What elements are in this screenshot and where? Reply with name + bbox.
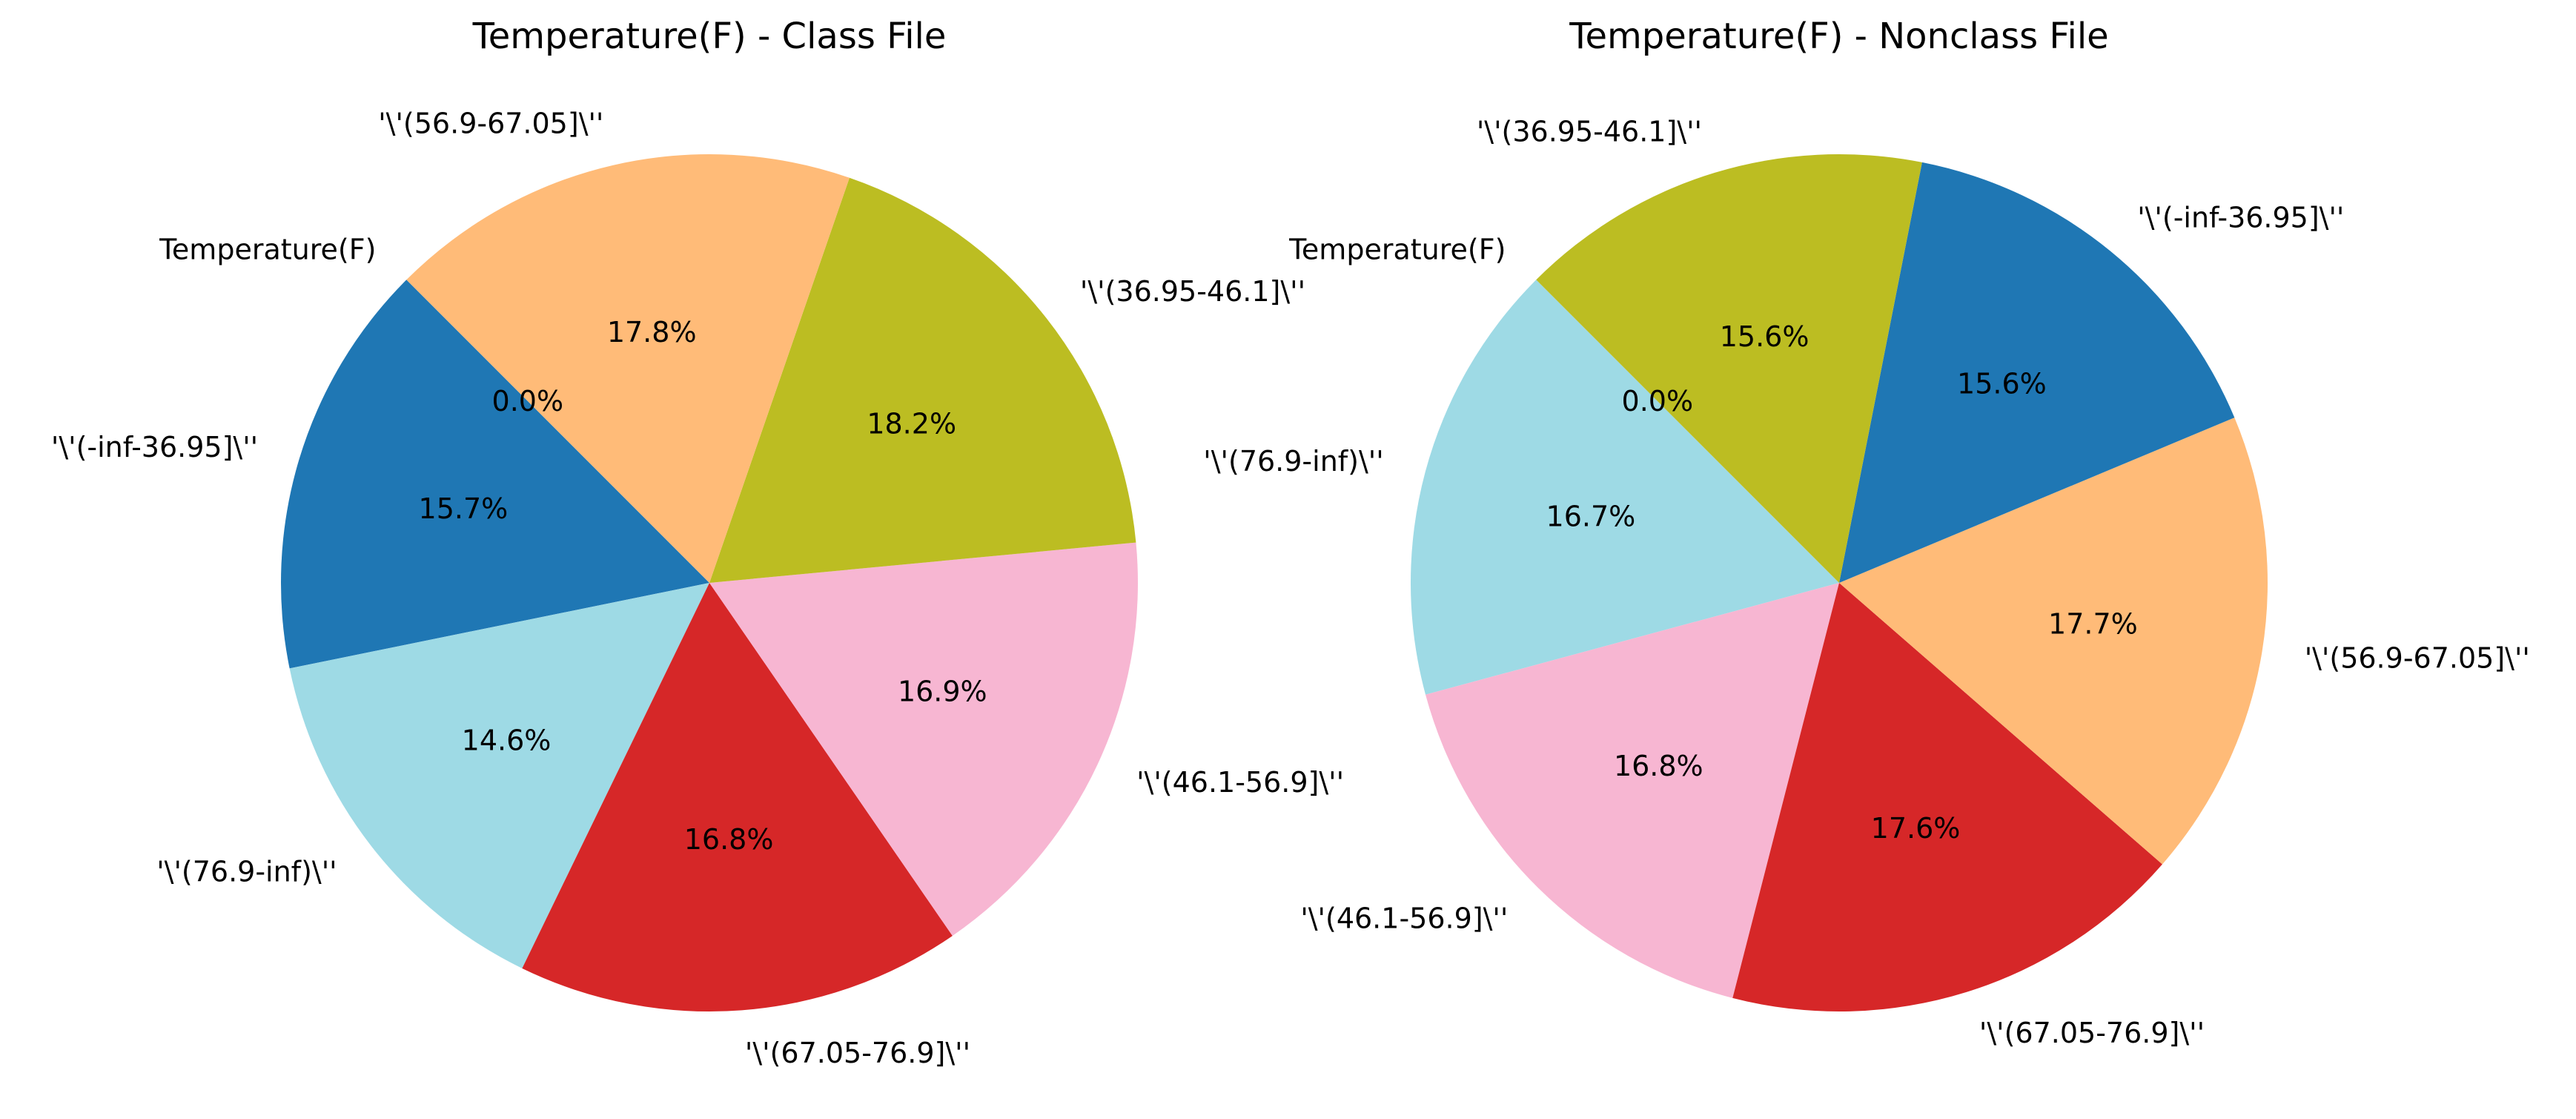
slice-category-label: '\'(67.05-76.9]\'' (1979, 1017, 2205, 1049)
slice-category-label: '\'(46.1-56.9]\'' (1136, 766, 1344, 799)
slice-category-label: '\'(46.1-56.9]\'' (1300, 902, 1508, 934)
pie-slice (1410, 280, 1839, 695)
slice-percent-label: 0.0% (492, 385, 564, 417)
slice-category-label: '\'(76.9-inf)\'' (156, 856, 337, 888)
nonclass-file-slices (1410, 154, 2268, 1011)
pie-slice (522, 583, 953, 1012)
slice-category-label: '\'(56.9-67.05]\'' (2305, 641, 2530, 674)
slice-category-label: '\'(-inf-36.95]\'' (2137, 202, 2344, 234)
slice-percent-label: 16.8% (684, 823, 774, 856)
pie-slice (280, 280, 709, 669)
pie-slice (1839, 417, 2268, 865)
pie-slice (1732, 583, 2162, 1011)
slice-percent-label: 15.6% (1957, 367, 2047, 400)
slice-category-label: Temperature(F) (1288, 233, 1506, 265)
slice-category-label: Temperature(F) (159, 233, 376, 265)
slice-percent-label: 16.9% (898, 676, 987, 708)
slice-percent-label: 15.6% (1720, 320, 1810, 353)
pie-slice (1839, 162, 2235, 583)
class-file-labels: 0.0% Temperature(F) 15.7% '\'(-inf-36.95]\'… (51, 107, 1344, 1069)
slice-percent-label: 17.7% (2048, 607, 2138, 640)
nonclass-file-labels: 0.0% Temperature(F) 16.7% '\'(76.9-inf)\'' 1… (1203, 116, 2530, 1049)
slice-percent-label: 0.0% (1622, 385, 1694, 417)
nonclass-file-chart-title: Temperature(F) - Nonclass File (1569, 16, 2108, 57)
slice-percent-label: 15.7% (419, 492, 509, 525)
slice-category-label: '\'(36.95-46.1]\'' (1477, 116, 1702, 148)
class-file-pie-chart: Temperature(F) - Class File 0.0% Temperat… (51, 16, 1344, 1069)
slice-percent-label: 17.6% (1871, 812, 1961, 845)
pie-slice (709, 542, 1138, 936)
slice-category-label: '\'(76.9-inf)\'' (1203, 445, 1383, 478)
slice-category-label: '\'(36.95-46.1]\'' (1080, 275, 1305, 308)
pie-slice (709, 177, 1136, 583)
nonclass-file-pie-chart: Temperature(F) - Nonclass File 0.0% Tempe… (1203, 16, 2530, 1049)
slice-category-label: '\'(67.05-76.9]\'' (745, 1037, 970, 1069)
slice-category-label: '\'(-inf-36.95]\'' (51, 431, 258, 463)
slice-category-label: '\'(56.9-67.05]\'' (378, 107, 603, 139)
slice-percent-label: 16.7% (1546, 501, 1636, 533)
slice-percent-label: 14.6% (462, 724, 552, 757)
pie-slice (406, 154, 850, 583)
pie-slice (1426, 583, 1839, 998)
slice-percent-label: 16.8% (1614, 750, 1703, 782)
slice-percent-label: 17.8% (607, 316, 697, 349)
class-file-chart-title: Temperature(F) - Class File (472, 16, 947, 57)
class-file-slices (280, 154, 1138, 1012)
slice-percent-label: 18.2% (867, 408, 956, 440)
pie-slice (289, 583, 709, 968)
pie-slice (1536, 154, 1922, 583)
